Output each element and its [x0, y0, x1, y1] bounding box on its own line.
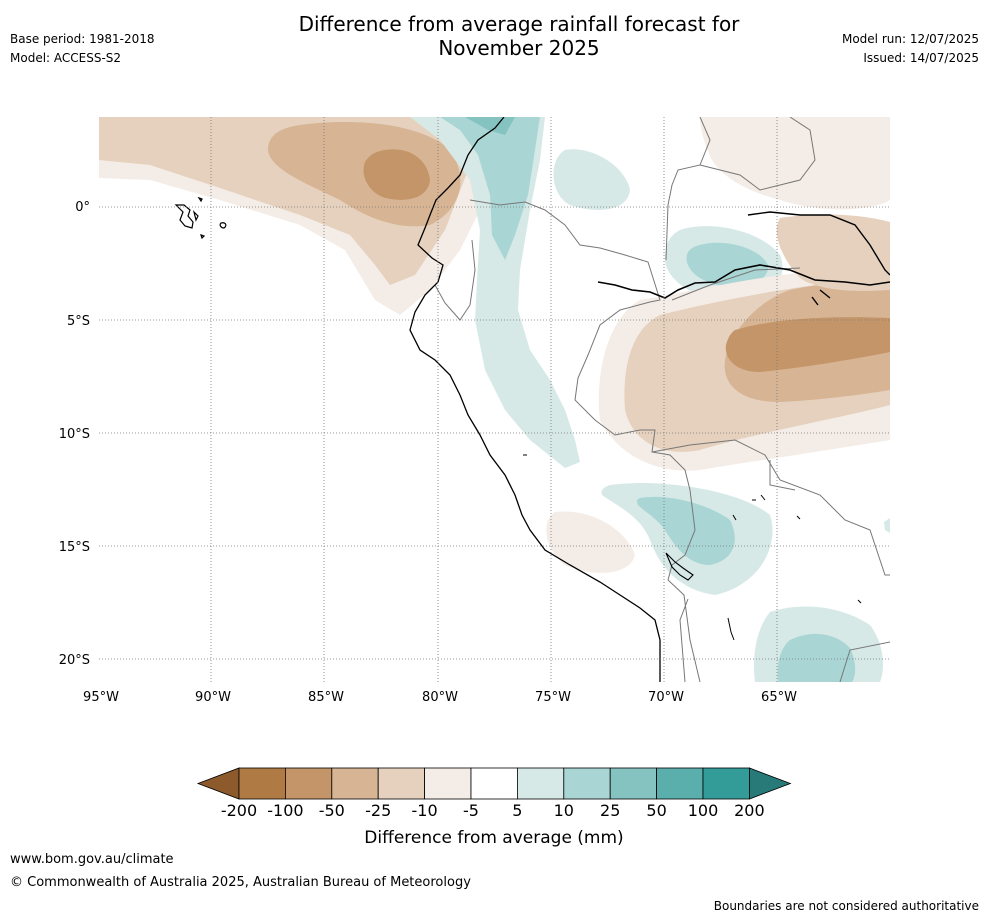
wet-region-south-inner: [777, 633, 856, 682]
lat-label: 10°S: [59, 427, 90, 442]
lat-label: 20°S: [59, 653, 90, 668]
colorbar-tick-label: 10: [554, 801, 574, 820]
model-run-text: Model run: 12/07/2025: [841, 32, 979, 46]
model-info: Base period: 1981-2018 Model: ACCESS-S2: [10, 31, 155, 69]
title-line-1: Difference from average rainfall forecas…: [298, 12, 740, 36]
colorbar-segment: [517, 767, 565, 800]
lake-titicaca: [665, 552, 694, 581]
graticule: [99, 117, 890, 682]
colorbar-tick-label: 200: [734, 801, 765, 820]
colorbar-tick-label: 100: [688, 801, 719, 820]
colorbar-tick-label: -200: [221, 801, 257, 820]
colorbar-tick-label: 5: [512, 801, 522, 820]
wet-region-titicaca-inner: [636, 496, 735, 565]
pacific-coastline: [409, 117, 661, 682]
lon-label: 75°W: [535, 690, 571, 705]
lat-label: 0°: [75, 200, 90, 215]
latitude-labels: 0° 5°S 10°S 15°S 20°S: [59, 200, 90, 668]
issued-text: Issued: 14/07/2025: [863, 51, 979, 65]
wet-region-east-outer: [553, 149, 630, 210]
colorbar: [196, 767, 792, 800]
colorbar-tick-label: 25: [600, 801, 620, 820]
colorbar-tick-label: -5: [463, 801, 479, 820]
lon-label: 90°W: [195, 690, 231, 705]
lon-label: 70°W: [648, 690, 684, 705]
lat-label: 15°S: [59, 540, 90, 555]
colorbar-segment: [563, 767, 611, 800]
colorbar-segment: [656, 767, 704, 800]
country-borders: [434, 117, 890, 682]
amazon-river: [597, 264, 890, 299]
lon-label: 80°W: [422, 690, 458, 705]
colorbar-segment: [702, 767, 750, 800]
page-title: Difference from average rainfall forecas…: [194, 12, 844, 60]
wet-region-north-core: [465, 117, 515, 135]
colorbar-segment: [284, 767, 333, 800]
dry-region-south-coast: [546, 511, 635, 573]
galapagos-islands: [174, 196, 227, 240]
colorbar-tick-label: -25: [365, 801, 391, 820]
lon-label: 95°W: [83, 690, 119, 705]
colorbar-tick-labels: -200 -100 -50 -25 -10 -5 5 10 25 50 100 …: [221, 801, 765, 820]
colorbar-segment: [377, 767, 426, 800]
model-text: Model: ACCESS-S2: [10, 51, 122, 65]
title-line-2: November 2025: [438, 36, 600, 60]
colorbar-extend-low: [196, 767, 240, 800]
dry-region-east-core: [725, 317, 890, 372]
dry-region-ne-outer: [700, 117, 890, 210]
boundary-layer: [174, 117, 890, 682]
lon-label: 65°W: [761, 690, 797, 705]
base-period-text: Base period: 1981-2018: [10, 32, 155, 46]
wet-region-amazon-inner: [686, 242, 769, 287]
colorbar-segment: [331, 767, 379, 800]
wet-region-north-outer: [410, 117, 580, 468]
footer-disclaimer: Boundaries are not considered authoritat…: [713, 899, 979, 913]
longitude-labels: 95°W 90°W 85°W 80°W 75°W 70°W 65°W: [83, 690, 797, 705]
colorbar-tick-label: -100: [267, 801, 303, 820]
issue-info: Model run: 12/07/2025 Issued: 14/07/2025: [842, 31, 979, 69]
footer-copyright: © Commonwealth of Australia 2025, Austra…: [10, 875, 471, 890]
colorbar-tick-label: -50: [319, 801, 345, 820]
footer-url: www.bom.gov.au/climate: [10, 852, 174, 867]
colorbar-segment: [238, 767, 286, 800]
lat-label: 5°S: [67, 314, 90, 329]
colorbar-tick-label: 50: [646, 801, 666, 820]
colorbar-segment: [470, 767, 518, 800]
colorbar-tick-label: -10: [412, 801, 438, 820]
colorbar-extend-high: [749, 767, 792, 800]
wet-region-edge-east: [884, 518, 890, 533]
colorbar-segment: [609, 767, 658, 800]
dry-region-nw-core: [363, 149, 430, 200]
contour-layer: [99, 117, 890, 682]
amazon-delta: [747, 211, 890, 306]
small-lakes: [523, 454, 862, 641]
colorbar-title: Difference from average (mm): [364, 828, 623, 848]
wet-region-north-mid: [440, 117, 540, 260]
lon-label: 85°W: [308, 690, 344, 705]
colorbar-segment: [424, 767, 472, 800]
